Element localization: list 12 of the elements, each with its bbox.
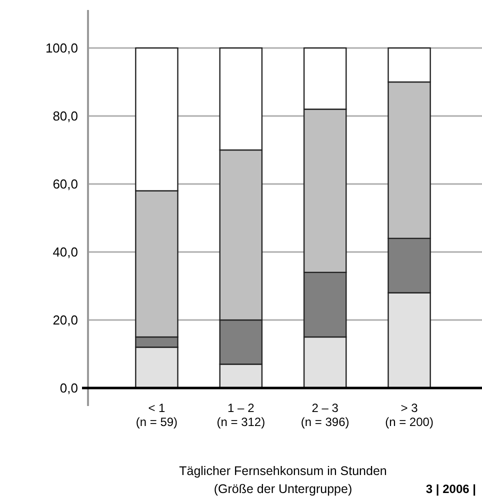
x-tick-label: 2 – 3 (n = 396) xyxy=(300,401,350,429)
y-tick-label: 80,0 xyxy=(52,108,78,124)
y-tick-label: 100,0 xyxy=(45,40,78,56)
y-tick-label: 0,0 xyxy=(60,380,78,396)
x-tick-label: > 3 (n = 200) xyxy=(385,401,434,429)
x-tick-label: < 1 (n = 59) xyxy=(136,401,178,429)
x-tick-label: 1 – 2 (n = 312) xyxy=(216,401,266,429)
y-tick-label: 20,0 xyxy=(52,312,78,328)
y-tick-label: 40,0 xyxy=(52,244,78,260)
y-tick-label: 60,0 xyxy=(52,176,78,192)
text: 3 | 2006 | xyxy=(426,482,476,496)
x-axis-title: Täglicher Fernsehkonsum in Stunden (Größe der Untergruppe) xyxy=(179,464,387,496)
